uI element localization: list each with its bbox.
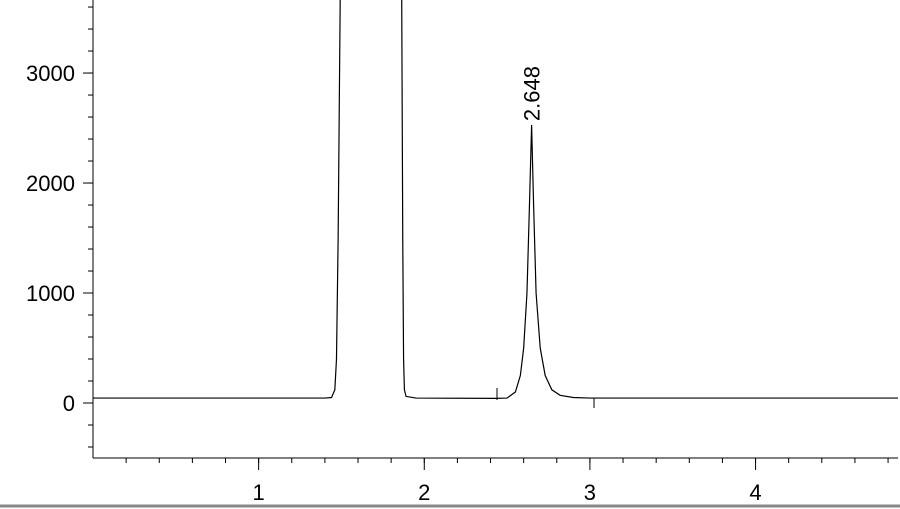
x-tick-label: 4 [749, 480, 761, 505]
y-tick-label: 3000 [26, 61, 75, 86]
y-tick-label: 1000 [26, 281, 75, 306]
y-tick-label: 0 [63, 391, 75, 416]
peak-label: 2.648 [520, 66, 545, 121]
x-tick-label: 3 [584, 480, 596, 505]
x-tick-label: 2 [418, 480, 430, 505]
x-tick-label: 1 [253, 480, 265, 505]
trace [93, 0, 898, 399]
y-tick-label: 2000 [26, 171, 75, 196]
